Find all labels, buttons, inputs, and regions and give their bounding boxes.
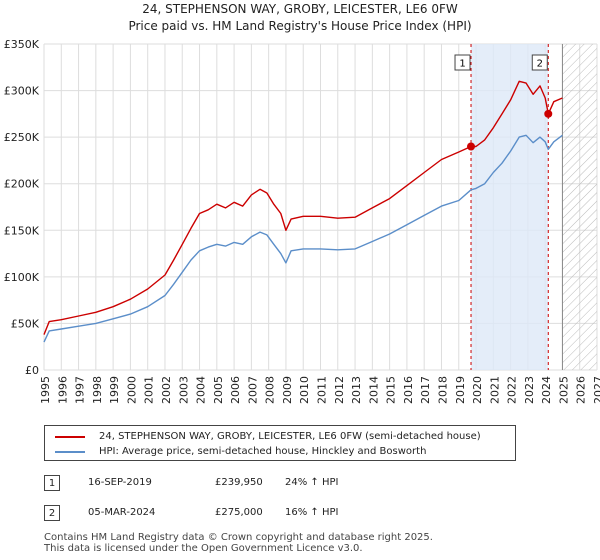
x-tick-label: 2000 (125, 376, 138, 404)
x-tick-label: 1997 (74, 376, 87, 404)
y-tick-label: £250K (4, 131, 40, 144)
x-tick-label: 2009 (281, 376, 294, 404)
sale-point-1 (467, 142, 476, 151)
y-tick-label: £50K (11, 317, 40, 330)
x-tick-label: 2021 (488, 376, 501, 404)
x-tick-label: 2007 (246, 376, 259, 404)
sale-price-1: £239,950 (215, 477, 263, 488)
footer-line-1: Contains HM Land Registry data © Crown c… (44, 532, 433, 543)
annotation-label-2: 2 (537, 59, 543, 70)
series-line-hpi (43, 134, 563, 343)
sale-point-2 (544, 109, 553, 118)
y-tick-label: £350K (4, 38, 40, 51)
x-tick-label: 1996 (56, 376, 69, 404)
legend-label-property: 24, STEPHENSON WAY, GROBY, LEICESTER, LE… (99, 431, 481, 442)
footer-line-2: This data is licensed under the Open Gov… (44, 543, 363, 554)
sale-date-2: 05-MAR-2024 (88, 507, 156, 518)
x-tick-label: 2024 (540, 376, 553, 404)
x-tick-label: 1999 (108, 376, 121, 404)
x-tick-label: 2017 (419, 376, 432, 404)
x-tick-label: 2023 (523, 376, 536, 404)
legend-item-hpi: HPI: Average price, semi-detached house,… (55, 446, 426, 457)
y-tick-label: £300K (4, 85, 40, 98)
forecast-hatch (562, 44, 597, 370)
x-tick-label: 2003 (177, 376, 190, 404)
x-tick-label: 2012 (333, 376, 346, 404)
x-tick-label: 2025 (557, 376, 570, 404)
x-tick-label: 2002 (160, 376, 173, 404)
x-tick-label: 1995 (39, 376, 52, 404)
chart-subtitle: Price paid vs. HM Land Registry's House … (128, 19, 471, 33)
y-tick-label: £200K (4, 178, 40, 191)
footer: Contains HM Land Registry data © Crown c… (44, 532, 433, 554)
x-tick-label: 2010 (298, 376, 311, 404)
x-tick-label: 2008 (264, 376, 277, 404)
x-tick-label: 2014 (367, 376, 380, 404)
x-tick-label: 1998 (91, 376, 104, 404)
x-tick-label: 2020 (471, 376, 484, 404)
sale-date-1: 16-SEP-2019 (88, 477, 152, 488)
x-tick-label: 2016 (402, 376, 415, 404)
chart: 24, STEPHENSON WAY, GROBY, LEICESTER, LE… (4, 2, 600, 404)
x-tick-label: 2011 (316, 376, 329, 404)
sale-marker-2: 2 (44, 505, 60, 521)
x-tick-label: 2005 (212, 376, 225, 404)
legend: 24, STEPHENSON WAY, GROBY, LEICESTER, LE… (44, 425, 516, 461)
sale-row-1: 1 16-SEP-2019 £239,950 24% ↑ HPI (44, 475, 524, 495)
x-tick-label: 2004 (195, 376, 208, 404)
y-tick-label: £150K (4, 224, 40, 237)
legend-item-property: 24, STEPHENSON WAY, GROBY, LEICESTER, LE… (55, 431, 481, 442)
sale-period-shading (471, 44, 549, 370)
sale-row-2: 2 05-MAR-2024 £275,000 16% ↑ HPI (44, 505, 524, 525)
x-tick-label: 2013 (350, 376, 363, 404)
x-tick-label: 2027 (592, 376, 600, 404)
x-tick-label: 2015 (385, 376, 398, 404)
x-tick-label: 2006 (229, 376, 242, 404)
legend-swatch-hpi (55, 450, 85, 453)
x-tick-label: 2022 (506, 376, 519, 404)
y-tick-label: £100K (4, 271, 40, 284)
legend-label-hpi: HPI: Average price, semi-detached house,… (99, 446, 427, 457)
series-line-property (43, 80, 563, 335)
x-tick-label: 2026 (575, 376, 588, 404)
annotation-box-1 (454, 54, 471, 71)
x-tick-label: 2001 (143, 376, 156, 404)
legend-swatch-property (55, 435, 85, 438)
sale-hpi-2: 16% ↑ HPI (285, 507, 339, 518)
sale-marker-1: 1 (44, 475, 60, 491)
x-tick-label: 2018 (436, 376, 449, 404)
sale-hpi-1: 24% ↑ HPI (285, 477, 339, 488)
annotation-box-2 (531, 54, 548, 71)
y-tick-label: £0 (25, 364, 39, 377)
chart-title: 24, STEPHENSON WAY, GROBY, LEICESTER, LE… (142, 2, 458, 16)
x-tick-label: 2019 (454, 376, 467, 404)
annotation-label-1: 1 (459, 59, 465, 70)
sale-price-2: £275,000 (215, 507, 263, 518)
